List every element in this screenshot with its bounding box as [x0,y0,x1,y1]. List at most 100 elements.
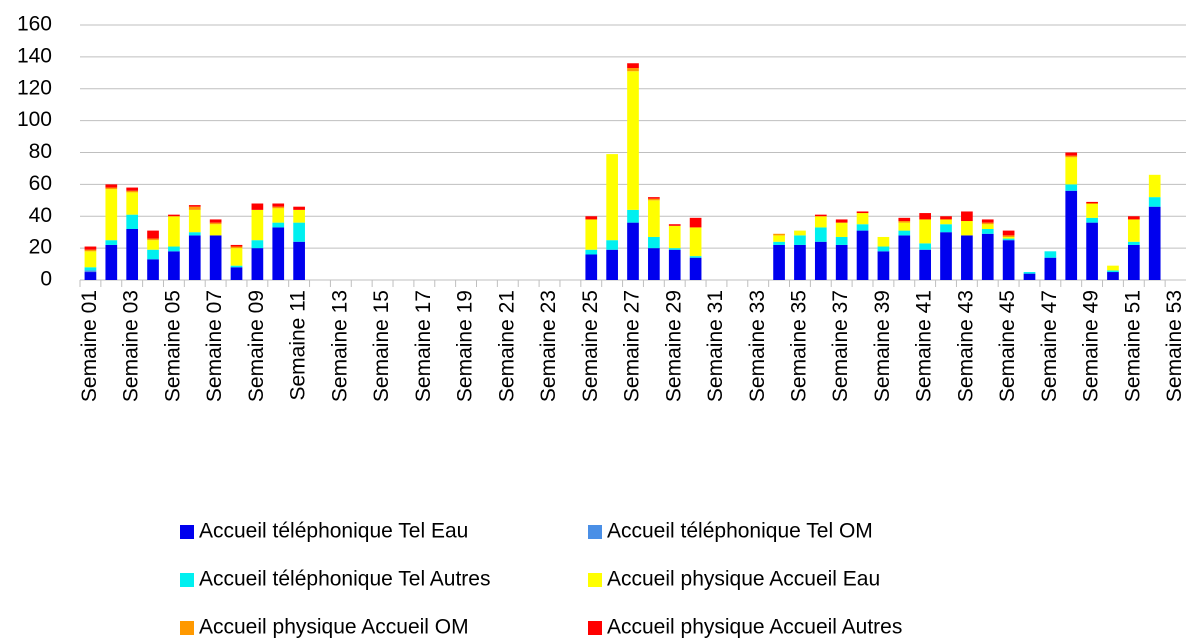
x-tick-label: Semaine 47 [1038,290,1061,402]
x-tick-label: Semaine 35 [787,290,810,402]
bar-segment [835,222,848,237]
bar-segment [1148,197,1161,207]
bar-segment [1023,273,1036,280]
bar-segment [794,235,806,245]
bar-segment [919,249,931,280]
bar-segment [856,230,869,280]
bar-segment [209,235,222,280]
bar-segment [1002,238,1015,241]
x-tick-label: Semaine 17 [412,290,435,402]
bar-segment [1065,184,1078,191]
bar-segment [877,251,890,280]
legend-swatch [588,621,602,635]
bar-segment [251,209,264,241]
legend-label: Accueil téléphonique Tel OM [607,520,873,543]
bar-segment [1086,217,1098,223]
bar-segment [1044,251,1057,258]
bar-segment [251,248,264,280]
bar-segment [1148,206,1161,280]
bar-segment [898,230,911,236]
x-tick-label: Semaine 51 [1121,290,1144,402]
x-tick-label: Semaine 27 [621,290,644,402]
bar-segment [940,219,952,225]
bar-segment [126,214,139,229]
bar-segment [981,224,994,229]
bar-segment [1107,265,1119,271]
bar-segment [585,254,598,280]
bar-segment [272,206,285,209]
bar-segment [230,244,243,247]
bar-segment [126,192,139,215]
x-tick-label: Semaine 37 [829,290,852,402]
x-tick-label: Semaine 41 [913,290,936,402]
bar-segment [794,230,806,236]
bar-segment [1065,155,1078,158]
bar-segment [147,238,159,241]
bar-segment [1023,272,1036,274]
x-tick-label: Semaine 29 [662,290,685,402]
bar-segment [168,246,180,252]
bar-segment [1044,257,1057,280]
bar-segment [814,241,827,280]
bar-segment [293,222,305,242]
bar-segment [898,217,911,222]
bar-segment [835,244,848,280]
bar-segment [1127,244,1140,280]
bar-segment [1002,240,1015,280]
x-tick-label: Semaine 01 [78,290,101,402]
bar-segment [1086,201,1098,204]
bar-segment [188,235,201,280]
bar-segment [835,219,848,223]
bar-segment [251,203,264,210]
bar-segment [168,251,180,280]
bar-segment [1086,203,1098,218]
legend-label: Accueil physique Accueil Autres [607,616,902,639]
legend-label: Accueil téléphonique Tel Autres [199,568,490,591]
bar-segment [1107,270,1119,273]
bar-segment [648,197,660,199]
bar-segment [627,71,639,210]
bar-segment [272,208,285,223]
bar-segment [209,222,222,225]
bar-segment [1127,241,1140,245]
x-tick-label: Semaine 49 [1080,290,1103,402]
legend-label: Accueil physique Accueil OM [199,616,469,639]
bar-segment [293,206,305,210]
bar-segment [1148,174,1161,198]
x-tick-label: Semaine 43 [954,290,977,402]
x-tick-label: Semaine 11 [287,290,310,401]
x-tick-label: Semaine 39 [871,290,894,402]
bar-segment [1065,157,1078,185]
bar-segment [689,257,702,280]
bar-segment [981,222,994,225]
bar-segment [940,224,952,233]
bar-segment [898,222,911,231]
bar-segment [668,224,681,226]
y-tick-label: 20 [29,236,52,259]
bar-segment [168,216,180,247]
bar-segment [606,154,618,241]
bar-segment [898,221,911,223]
bar-segment [648,198,660,201]
bar-segment [606,240,618,250]
bar-segment [1065,152,1078,156]
bar-segment [105,189,118,241]
x-tick-label: Semaine 23 [537,290,560,402]
bar-segment [856,213,869,225]
bar-segment [1002,235,1015,237]
bar-segment [961,211,973,222]
x-tick-label: Semaine 33 [746,290,769,402]
x-tick-label: Semaine 07 [203,290,226,402]
bar-segment [230,246,243,249]
bar-segment [961,221,973,236]
legend-swatch [180,525,194,539]
bar-segment [773,241,785,245]
y-tick-label: 140 [17,44,52,67]
bar-segment [877,236,890,247]
bar-segment [188,209,201,233]
bar-segment [940,232,952,280]
bar-segment [230,265,243,268]
bar-segment [898,235,911,280]
